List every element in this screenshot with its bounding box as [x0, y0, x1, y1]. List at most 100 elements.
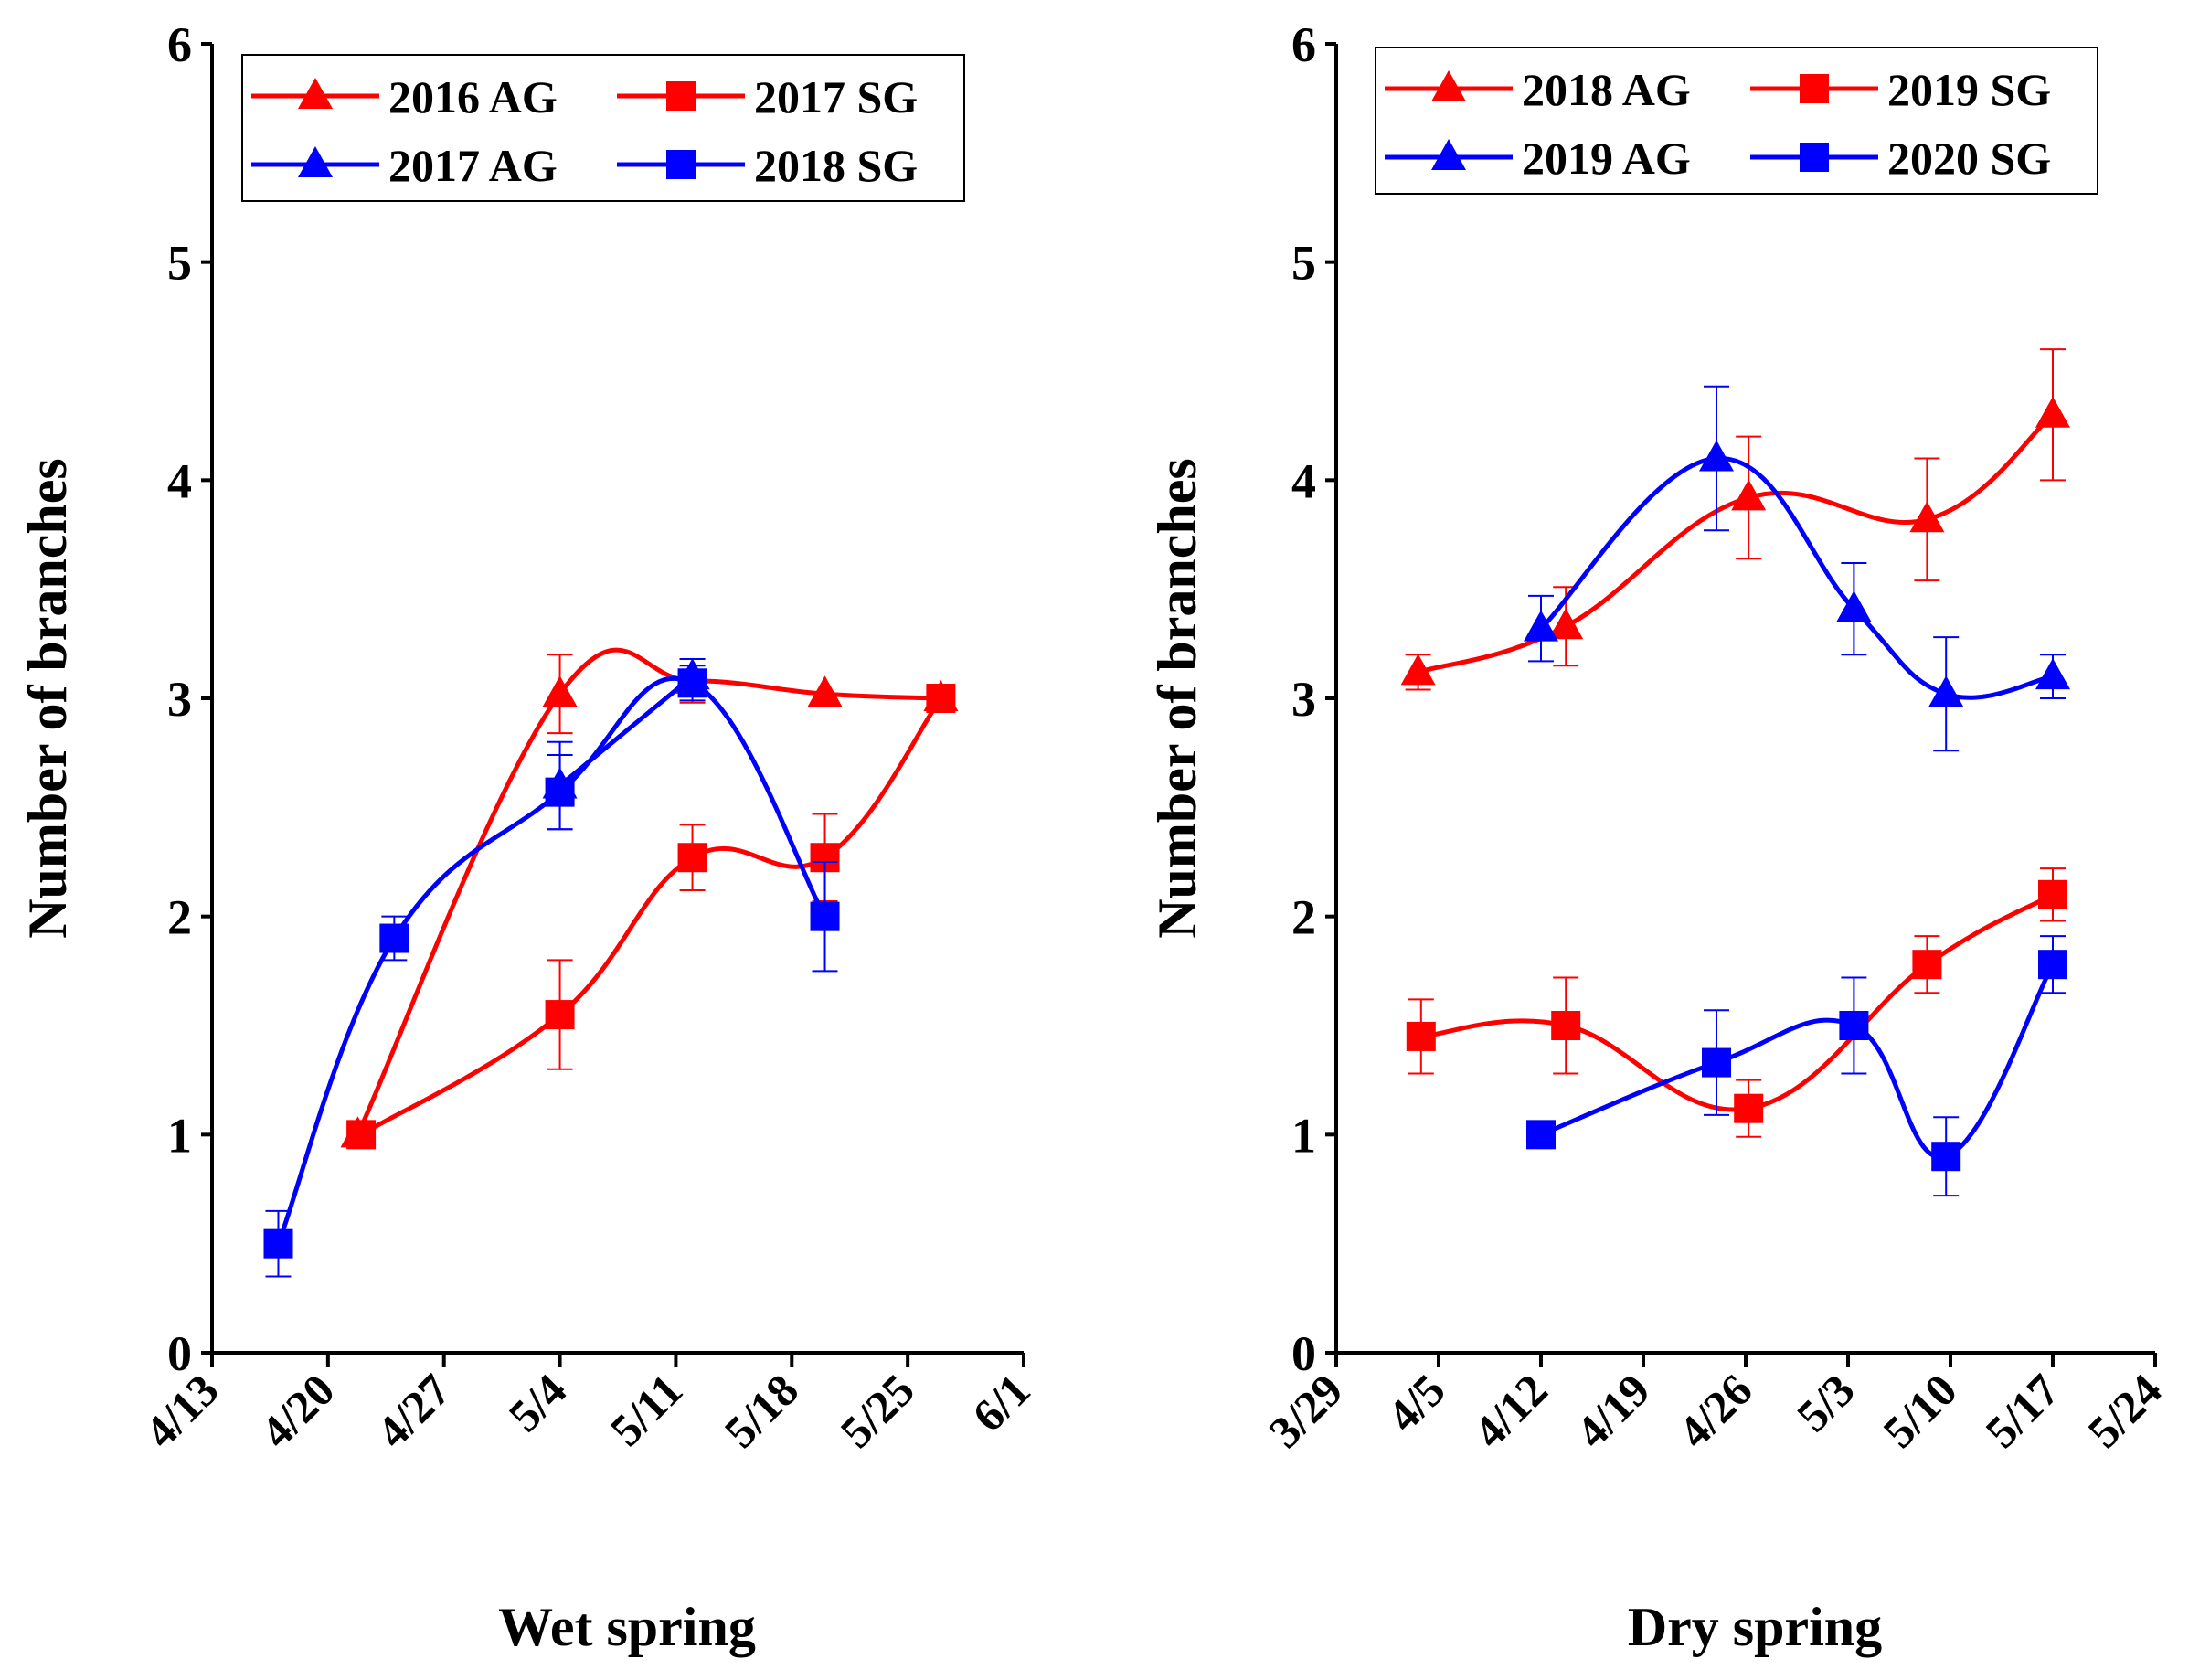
series-line — [1420, 892, 2055, 1112]
data-point-marker — [926, 684, 956, 713]
data-point-marker — [1928, 675, 1964, 707]
x-tick-label: 4/20 — [250, 1364, 344, 1457]
x-tick-label: 5/25 — [830, 1364, 923, 1457]
series-line — [276, 675, 827, 1245]
series-2018-sg — [263, 665, 840, 1278]
legend-label: 2017 SG — [754, 71, 918, 122]
data-point-marker — [1551, 1011, 1581, 1040]
x-tick-label: 5/4 — [499, 1364, 577, 1441]
legend-box — [1375, 47, 2098, 195]
data-point-marker — [1839, 1011, 1869, 1040]
data-point-marker — [2038, 950, 2067, 980]
data-point-marker — [1912, 950, 1942, 980]
x-tick-label: 5/3 — [1787, 1364, 1865, 1441]
series-line — [1539, 455, 2054, 700]
series-2018-ag — [1400, 348, 2070, 691]
x-tick-label: 5/18 — [715, 1364, 808, 1457]
data-point-marker — [1406, 1021, 1436, 1051]
data-point-marker — [1836, 590, 1872, 622]
data-point-marker — [545, 777, 575, 807]
legend: 2018 AG 2019 SG 2019 AG 2020 SG — [1375, 47, 2098, 195]
y-tick-label: 4 — [167, 453, 192, 508]
y-tick-label: 1 — [1291, 1108, 1316, 1163]
legend-label: 2018 SG — [754, 140, 918, 191]
legend-label: 2019 AG — [1522, 133, 1691, 184]
data-point-marker — [2038, 879, 2067, 909]
y-tick-label: 2 — [1291, 890, 1316, 945]
data-point-marker — [2035, 658, 2070, 690]
series-line — [356, 647, 941, 1136]
x-tick-label: 4/12 — [1463, 1364, 1557, 1457]
data-point-marker — [1731, 479, 1767, 511]
data-point-marker — [810, 901, 840, 931]
data-point-marker — [1400, 654, 1436, 686]
legend: 2016 AG 2017 SG 2017 AG 2018 SG — [241, 54, 965, 202]
data-point-marker — [1702, 1047, 1731, 1078]
x-tick-label: 4/27 — [367, 1364, 460, 1457]
x-tick-label: 5/17 — [1975, 1364, 2068, 1457]
y-tick-label: 2 — [167, 890, 192, 945]
legend-label: 2017 AG — [388, 140, 558, 191]
legend-swatch-marker — [1431, 70, 1466, 101]
data-point-marker — [379, 923, 409, 953]
x-tick-label: 4/19 — [1566, 1364, 1659, 1457]
data-point-marker — [542, 675, 578, 707]
y-tick-label: 6 — [1291, 17, 1316, 72]
data-point-marker — [1909, 501, 1945, 533]
y-tick-label: 3 — [167, 672, 192, 727]
legend-swatch-marker — [298, 146, 333, 177]
y-axis-title: Number of branches — [1147, 458, 1207, 939]
x-tick-label: 4/26 — [1668, 1364, 1761, 1457]
data-point-marker — [263, 1228, 293, 1259]
y-tick-label: 0 — [167, 1326, 192, 1381]
legend-label: 2019 SG — [1887, 64, 2051, 115]
x-axis-title: Dry spring — [1628, 1597, 1882, 1657]
series-2017-sg — [346, 684, 956, 1150]
legend-swatch-marker — [1800, 74, 1829, 103]
legend-box — [241, 54, 965, 202]
legend-label: 2018 AG — [1522, 64, 1691, 115]
x-tick-label: 3/29 — [1259, 1364, 1352, 1457]
legend-swatch-marker — [1431, 139, 1466, 170]
data-point-marker — [1524, 610, 1558, 642]
legend-swatch-marker — [1800, 143, 1829, 172]
data-point-marker — [2035, 396, 2070, 428]
data-point-marker — [1931, 1142, 1961, 1172]
series-2019-sg — [1406, 867, 2067, 1138]
data-point-marker — [1734, 1093, 1764, 1123]
y-tick-label: 0 — [1291, 1326, 1316, 1381]
x-tick-label: 6/1 — [962, 1364, 1040, 1441]
wet-spring-panel: 0 1 2 3 4 5 6 4/13 4/20 4/27 5/4 5/11 5/18 5/25 6/1 Num… — [17, 17, 1040, 1657]
x-tick-label: 4/5 — [1377, 1364, 1455, 1441]
x-tick-label: 5/11 — [600, 1364, 693, 1456]
data-point-marker — [346, 1120, 377, 1150]
y-tick-label: 1 — [167, 1108, 192, 1163]
x-tick-label: 4/13 — [134, 1364, 228, 1457]
y-tick-label: 3 — [1291, 672, 1316, 727]
x-axis-title: Wet spring — [498, 1597, 756, 1657]
legend-swatch-marker — [298, 78, 333, 109]
data-point-marker — [545, 1000, 575, 1030]
series-line — [1540, 962, 2056, 1160]
legend-label: 2020 SG — [1887, 133, 2051, 184]
legend-label: 2016 AG — [388, 71, 558, 122]
y-tick-label: 5 — [1291, 236, 1316, 291]
legend-swatch-marker — [666, 81, 696, 111]
data-point-marker — [1526, 1120, 1556, 1150]
x-tick-label: 5/10 — [1873, 1364, 1966, 1457]
data-point-marker — [1699, 440, 1734, 472]
data-point-marker — [677, 668, 707, 698]
legend-swatch-marker — [666, 150, 696, 179]
data-point-marker — [677, 843, 707, 873]
data-point-marker — [1548, 608, 1584, 640]
y-tick-label: 6 — [167, 17, 192, 72]
series-2019-ag — [1524, 385, 2070, 752]
y-tick-label: 5 — [167, 236, 192, 291]
data-point-marker — [807, 675, 843, 707]
x-tick-label: 5/24 — [2077, 1364, 2171, 1457]
series-2020-sg — [1526, 935, 2067, 1197]
dry-spring-panel: 0 1 2 3 4 5 6 3/29 4/5 4/12 4/19 4/26 5/3 5/10 5/17 5/2… — [1147, 17, 2172, 1657]
series-line — [1417, 412, 2055, 675]
y-axis-title: Number of branches — [17, 458, 78, 939]
